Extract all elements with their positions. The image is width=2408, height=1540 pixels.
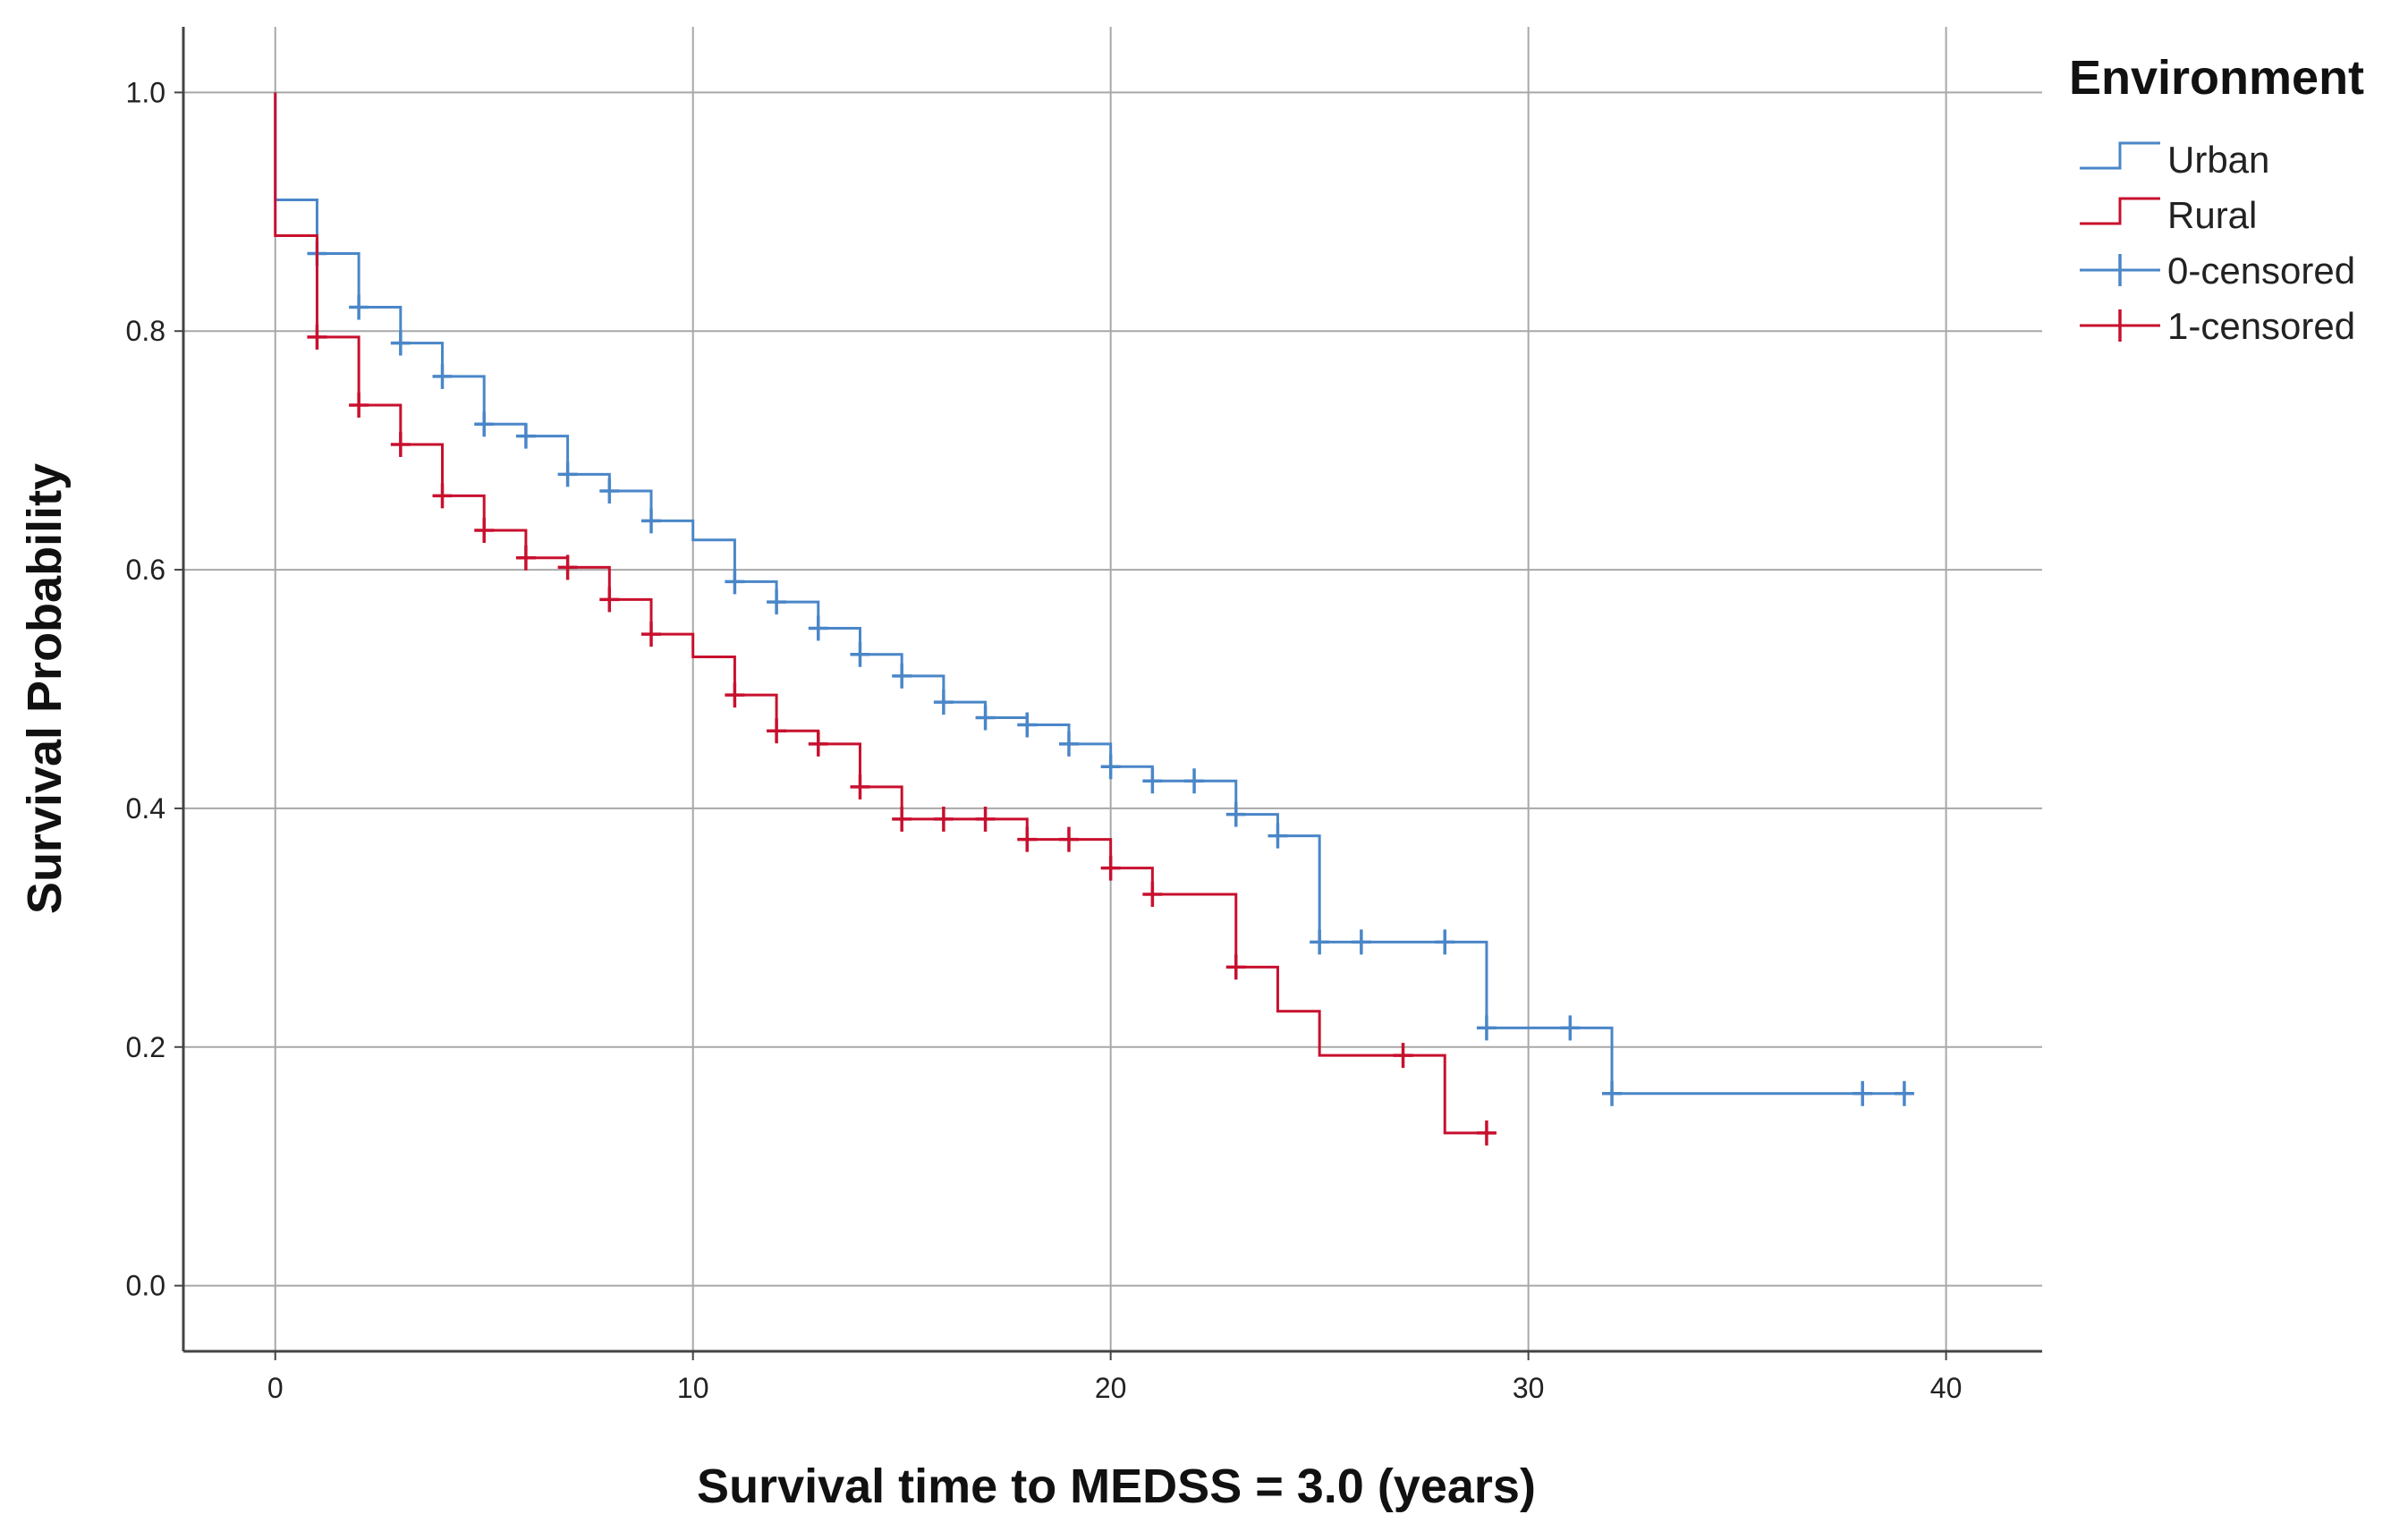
censor-mark [1142,881,1163,907]
y-tick-label: 0.8 [126,315,165,347]
legend: Environment Urban Rural 0-censored 1-censor… [2069,51,2364,347]
y-axis-ticks: 0.0 0.2 0.4 0.6 0.8 1.0 [126,76,183,1302]
legend-label: 1-censored [2167,305,2355,347]
censor-mark [1225,954,1246,980]
axes [182,27,2042,1353]
censor-mark [307,324,327,350]
censor-mark [390,330,411,356]
x-tick-label: 20 [1095,1372,1127,1404]
legend-title: Environment [2069,51,2364,105]
legend-entry-1-censored: 1-censored [2080,305,2355,347]
censor-mark [975,806,996,832]
censor-mark [1560,1015,1581,1041]
censor-mark [1058,731,1079,757]
legend-swatch-step [2080,141,2160,170]
x-tick-label: 30 [1513,1372,1545,1404]
censor-mark [641,622,662,647]
legend-entry-urban: Urban [2080,139,2269,181]
x-axis-title: Survival time to MEDSS = 3.0 (years) [697,1460,1536,1513]
censor-mark [1476,1120,1497,1146]
censor-mark [767,718,787,744]
censor-mark [515,423,536,449]
legend-label: Urban [2167,139,2269,181]
censor-mark [850,774,870,800]
y-tick-label: 0.6 [126,554,165,586]
x-tick-label: 0 [267,1372,284,1404]
censor-mark [1351,929,1371,955]
censor-mark [557,554,578,580]
series-rural [274,92,1497,1146]
censor-mark [1268,823,1288,849]
censor-mark [599,478,620,504]
x-tick-label: 40 [1930,1372,1963,1404]
grid-lines [183,27,2042,1351]
censor-mark [808,615,828,641]
legend-swatch-censor [2080,309,2160,342]
censor-mark [850,641,870,667]
censor-mark [432,483,453,509]
censor-mark [1310,929,1330,955]
censor-mark [1100,754,1121,780]
censor-mark [1100,855,1121,881]
legend-swatch-step [2080,197,2160,225]
censor-mark [725,569,745,595]
legend-entry-0-censored: 0-censored [2080,250,2355,292]
censor-mark [1184,768,1205,794]
censor-mark [474,411,495,437]
legend-swatch-censor [2080,254,2160,286]
censor-mark [808,731,828,757]
censor-mark [767,589,787,615]
censor-mark [1435,929,1455,955]
y-tick-label: 0.4 [126,792,165,825]
censor-mark [349,294,369,320]
censor-mark [933,690,954,715]
censor-mark [892,806,912,832]
censor-mark [1142,768,1163,794]
legend-entry-rural: Rural [2080,194,2257,236]
censor-mark [515,545,536,571]
y-tick-label: 0.2 [126,1031,165,1063]
survival-step-line [274,92,1909,1096]
legend-entries: Urban Rural 0-censored 1-censored [2080,139,2355,347]
x-tick-label: 10 [677,1372,709,1404]
legend-label: 0-censored [2167,250,2355,292]
censor-mark [975,705,996,731]
censor-mark [1894,1080,1914,1106]
censor-mark [1058,826,1079,852]
censor-mark [1602,1080,1623,1106]
censor-mark [1853,1080,1873,1106]
survival-step-line [274,92,1496,1135]
y-tick-label: 1.0 [126,76,165,108]
censor-mark [599,587,620,613]
censor-mark [892,663,912,689]
y-axis-title: Survival Probability [18,463,72,914]
censor-mark [1225,801,1246,827]
censor-mark [1017,826,1038,852]
plot-series [274,92,1914,1146]
censor-mark [390,431,411,457]
x-axis-ticks: 0 10 20 30 40 [267,1351,1963,1404]
censor-mark [933,806,954,832]
censor-mark [1017,712,1038,738]
censor-mark [432,363,453,389]
censor-mark [725,682,745,708]
censor-mark [1393,1043,1413,1069]
censor-mark [557,461,578,487]
censor-mark [1476,1015,1497,1041]
series-urban [274,92,1914,1106]
censor-mark [641,508,662,534]
censor-mark [349,392,369,418]
legend-label: Rural [2167,194,2257,236]
censor-mark [474,518,495,544]
y-tick-label: 0.0 [126,1270,165,1302]
